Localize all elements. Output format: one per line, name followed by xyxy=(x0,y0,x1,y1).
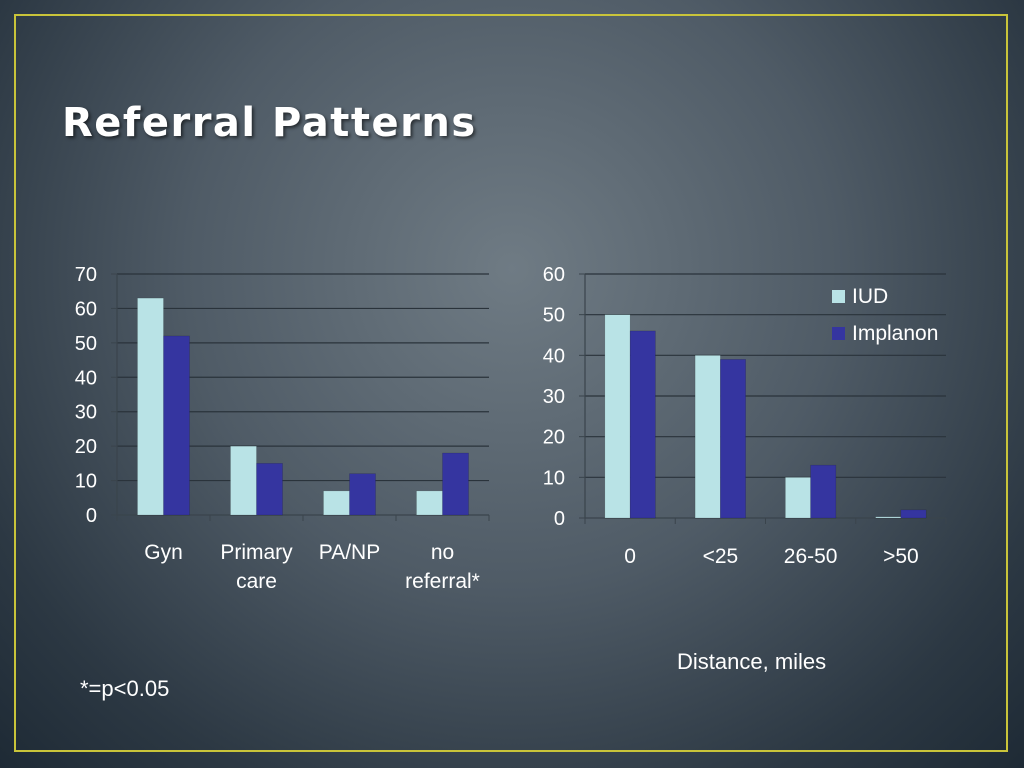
bar-iud-26-50 xyxy=(785,477,811,519)
y-tick-label: 50 xyxy=(543,305,565,327)
x-tick-label: PA/NP xyxy=(319,541,380,564)
bar-implanon-0 xyxy=(629,330,656,519)
x-tick-label: <25 xyxy=(703,545,739,568)
y-tick-label: 10 xyxy=(543,467,565,489)
y-tick-label: 40 xyxy=(75,367,97,389)
legend-swatch-iud xyxy=(832,290,845,303)
x-tick-label: no xyxy=(431,541,454,564)
bar-implanon-25 xyxy=(720,359,746,519)
x-tick-label: care xyxy=(236,570,277,593)
y-tick-label: 60 xyxy=(543,264,565,286)
bar-iud-0 xyxy=(604,314,631,519)
bar-implanon-no-referral xyxy=(442,452,469,516)
x-tick-label: 26-50 xyxy=(784,545,838,568)
y-tick-label: 10 xyxy=(75,471,97,493)
x-tick-label: Primary xyxy=(220,541,293,564)
x-tick-label: 0 xyxy=(624,545,636,568)
distance-axis-title: Distance, miles xyxy=(677,649,827,674)
x-tick-label: >50 xyxy=(883,545,919,568)
bar-implanon-gyn xyxy=(163,335,190,516)
y-tick-label: 30 xyxy=(543,386,565,408)
bar-iud-gyn xyxy=(137,297,164,516)
y-tick-label: 20 xyxy=(75,436,97,458)
bar-iud-25 xyxy=(694,355,721,519)
bar-iud-50 xyxy=(875,516,902,519)
y-tick-label: 0 xyxy=(86,505,97,527)
y-tick-label: 30 xyxy=(75,402,97,424)
y-tick-label: 60 xyxy=(75,298,97,320)
x-tick-label: referral* xyxy=(405,570,480,593)
x-tick-label: Gyn xyxy=(144,541,183,564)
y-tick-label: 0 xyxy=(554,508,565,530)
bar-implanon-pa-np xyxy=(349,473,376,516)
y-tick-label: 20 xyxy=(543,427,565,449)
bar-implanon-26-50 xyxy=(810,464,837,519)
y-tick-label: 70 xyxy=(75,264,97,286)
slide-title: Referral Patterns xyxy=(62,100,477,146)
bar-iud-primary-care xyxy=(230,445,257,516)
bar-implanon-50 xyxy=(900,509,927,519)
bar-implanon-primary-care xyxy=(256,463,283,516)
y-tick-label: 50 xyxy=(75,333,97,355)
legend-label-implanon: Implanon xyxy=(852,322,938,345)
legend-swatch-implanon xyxy=(832,327,845,340)
slide-frame xyxy=(14,14,1008,752)
legend-label-iud: IUD xyxy=(852,285,888,308)
significance-footnote: *=p<0.05 xyxy=(80,676,170,701)
y-tick-label: 40 xyxy=(543,345,565,367)
